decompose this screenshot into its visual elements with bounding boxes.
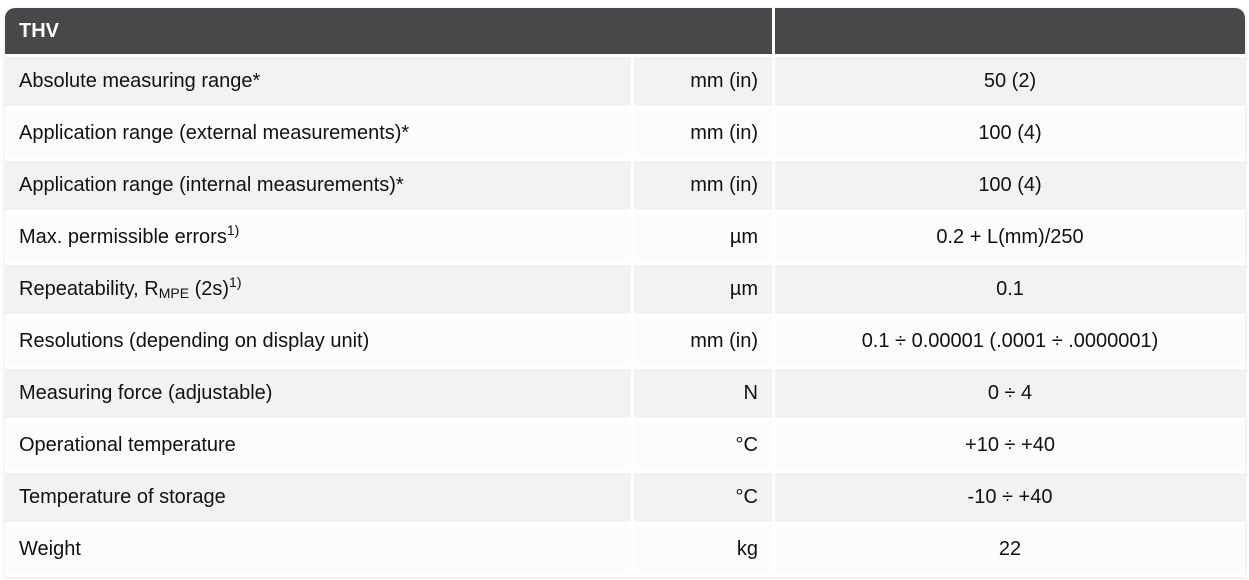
row-label: Absolute measuring range* xyxy=(5,57,631,106)
row-label-text: Weight xyxy=(19,538,81,560)
row-label: Application range (internal measurements… xyxy=(5,161,631,210)
table-row: Max. permissible errors1) µm 0.2 + L(mm)… xyxy=(5,213,1245,262)
row-label-text: Application range (internal measurements… xyxy=(19,174,404,196)
row-label: Temperature of storage xyxy=(5,473,631,522)
row-value: 50 (2) xyxy=(775,57,1245,106)
row-value: 0 ÷ 4 xyxy=(775,369,1245,418)
row-label: Measuring force (adjustable) xyxy=(5,369,631,418)
table-row: Repeatability, RMPE (2s)1) µm 0.1 xyxy=(5,265,1245,314)
table-row: Weight kg 22 xyxy=(5,525,1245,574)
row-label-footnote: 1) xyxy=(226,222,240,238)
row-value: 22 xyxy=(775,525,1245,574)
table-header-value xyxy=(775,8,1245,54)
row-label: Max. permissible errors1) xyxy=(5,213,631,262)
row-unit: µm xyxy=(634,213,772,262)
table-title: THV xyxy=(5,8,772,54)
row-unit: °C xyxy=(634,473,772,522)
row-value: -10 ÷ +40 xyxy=(775,473,1245,522)
row-label: Application range (external measurements… xyxy=(5,109,631,158)
row-label-subscript: MPE xyxy=(158,285,190,301)
row-label-text: Temperature of storage xyxy=(19,486,226,508)
row-label: Operational temperature xyxy=(5,421,631,470)
table-row: Application range (external measurements… xyxy=(5,109,1245,158)
row-unit: mm (in) xyxy=(634,161,772,210)
table-header-row: THV xyxy=(5,8,1245,54)
row-label: Weight xyxy=(5,525,631,574)
table-row: Measuring force (adjustable) N 0 ÷ 4 xyxy=(5,369,1245,418)
row-unit: µm xyxy=(634,265,772,314)
row-label-text: Application range (external measurements… xyxy=(19,122,410,144)
row-value: 0.1 xyxy=(775,265,1245,314)
row-value: 0.2 + L(mm)/250 xyxy=(775,213,1245,262)
row-label-suffix: (2s) xyxy=(189,278,230,300)
row-value: +10 ÷ +40 xyxy=(775,421,1245,470)
row-label-text: Absolute measuring range* xyxy=(19,70,261,92)
row-label-footnote: 1) xyxy=(229,274,242,290)
table-row: Application range (internal measurements… xyxy=(5,161,1245,210)
table-row: Temperature of storage °C -10 ÷ +40 xyxy=(5,473,1245,522)
spec-table: THV Absolute measuring range* mm (in) 50… xyxy=(5,8,1245,577)
row-value: 100 (4) xyxy=(775,109,1245,158)
row-label: Repeatability, RMPE (2s)1) xyxy=(5,265,631,314)
row-unit: kg xyxy=(634,525,772,574)
table-row: Resolutions (depending on display unit) … xyxy=(5,317,1245,366)
row-unit: mm (in) xyxy=(634,317,772,366)
row-value: 100 (4) xyxy=(775,161,1245,210)
spec-table-container: THV Absolute measuring range* mm (in) 50… xyxy=(5,8,1245,577)
row-unit: mm (in) xyxy=(634,57,772,106)
table-row: Absolute measuring range* mm (in) 50 (2) xyxy=(5,57,1245,106)
row-unit: °C xyxy=(634,421,772,470)
row-label-text: Measuring force (adjustable) xyxy=(19,382,273,404)
row-label-text: Operational temperature xyxy=(19,434,236,456)
row-label-text: Resolutions (depending on display unit) xyxy=(19,330,370,352)
row-label: Resolutions (depending on display unit) xyxy=(5,317,631,366)
table-row: Operational temperature °C +10 ÷ +40 xyxy=(5,421,1245,470)
row-label-text: Max. permissible errors xyxy=(19,226,227,248)
row-value: 0.1 ÷ 0.00001 (.0001 ÷ .0000001) xyxy=(775,317,1245,366)
row-unit: N xyxy=(634,369,772,418)
row-unit: mm (in) xyxy=(634,109,772,158)
row-label-text: Repeatability, R xyxy=(19,278,159,300)
